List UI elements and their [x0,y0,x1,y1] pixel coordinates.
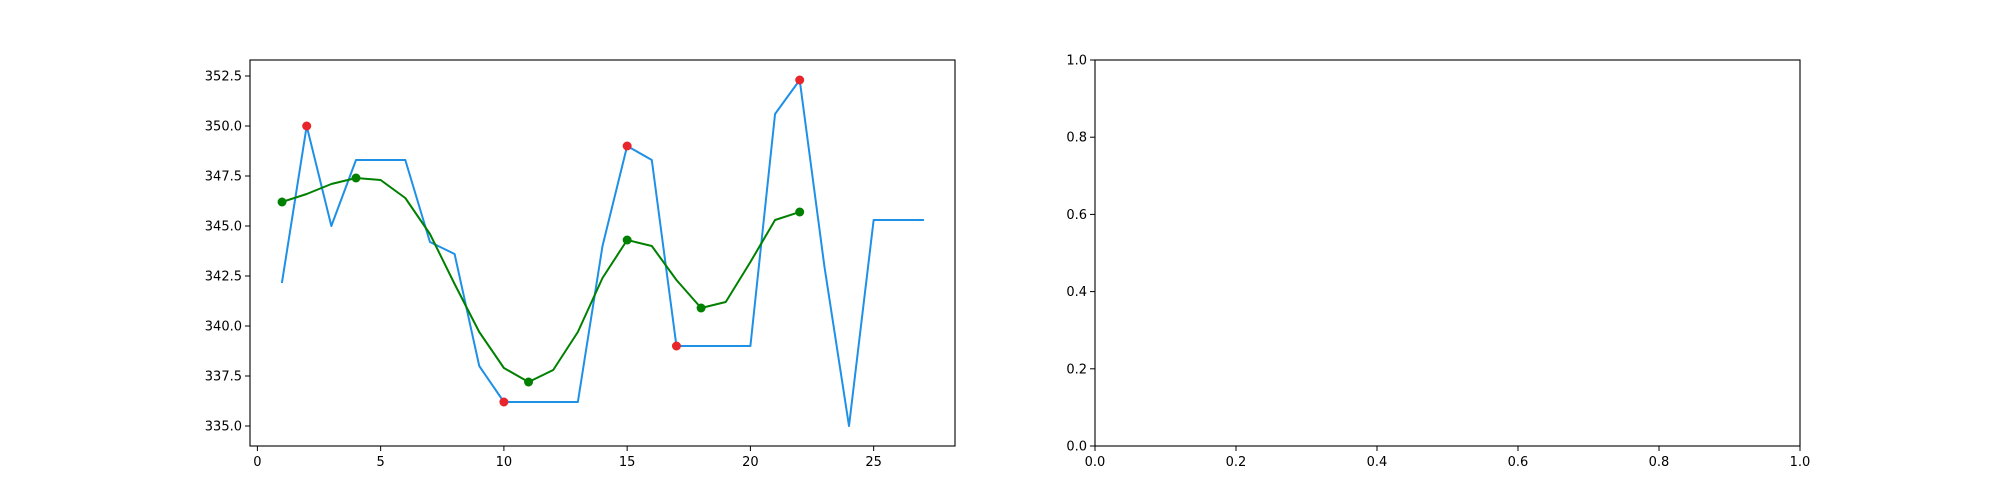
x-tick-label: 25 [865,455,882,470]
data-point-3-4 [696,303,706,313]
data-point-2-2 [622,141,632,151]
y-tick-label: 0.2 [1066,362,1087,377]
data-point-3-3 [622,235,632,245]
y-tick-label: 1.0 [1066,54,1087,69]
y-tick-label: 0.8 [1066,131,1087,146]
x-tick-label: 0 [253,455,261,470]
data-point-3-0 [277,197,287,207]
y-axis-ticks: 335.0 337.5 340.0 342.5 345.0 347.5 350.0 352.5 [205,70,250,435]
y-tick-label: 335.0 [205,420,242,435]
series-group [277,75,924,427]
left-axes: 0 5 10 15 20 25 335.0 337.5 340.0 342.5 345.0 347.5… [205,59,956,470]
y-axis-ticks: 0.0 0.2 0.4 0.6 0.8 1.0 [1066,54,1095,455]
axes-frame [1094,59,1801,447]
y-tick-label: 0.6 [1066,208,1087,223]
y-tick-label: 350.0 [205,120,242,135]
x-tick-label: 20 [742,455,759,470]
y-tick-label: 345.0 [205,220,242,235]
series-line-0 [280,79,924,427]
x-tick-label: 0.2 [1226,455,1247,470]
series-line-1 [280,177,801,383]
right-axes: 0.0 0.2 0.4 0.6 0.8 1.0 0.0 0.2 0.4 0.6 0.8 1.0 [1066,54,1810,471]
x-tick-label: 1.0 [1790,455,1811,470]
x-tick-label: 0.8 [1649,455,1670,470]
axes-frame [249,59,956,447]
x-tick-label: 0.6 [1508,455,1529,470]
x-tick-label: 15 [619,455,636,470]
data-point-3-1 [351,173,361,183]
y-tick-label: 342.5 [205,270,242,285]
data-point-2-1 [499,397,509,407]
plot-area [250,60,955,446]
x-tick-label: 0.0 [1085,455,1106,470]
data-point-2-0 [302,121,312,131]
x-tick-label: 10 [496,455,513,470]
y-tick-label: 340.0 [205,320,242,335]
data-point-2-4 [795,75,805,85]
y-tick-label: 337.5 [205,370,242,385]
x-tick-label: 0.4 [1367,455,1388,470]
y-tick-label: 347.5 [205,170,242,185]
data-point-2-3 [671,341,681,351]
data-point-3-5 [795,207,805,217]
x-axis-ticks: 0 5 10 15 20 25 [253,446,882,470]
x-tick-label: 5 [377,455,385,470]
y-tick-label: 352.5 [205,70,242,85]
plot-area [1095,60,1800,446]
y-tick-label: 0.0 [1066,440,1087,455]
x-axis-ticks: 0.0 0.2 0.4 0.6 0.8 1.0 [1085,446,1811,470]
data-point-3-2 [524,377,534,387]
y-tick-label: 0.4 [1066,285,1087,300]
